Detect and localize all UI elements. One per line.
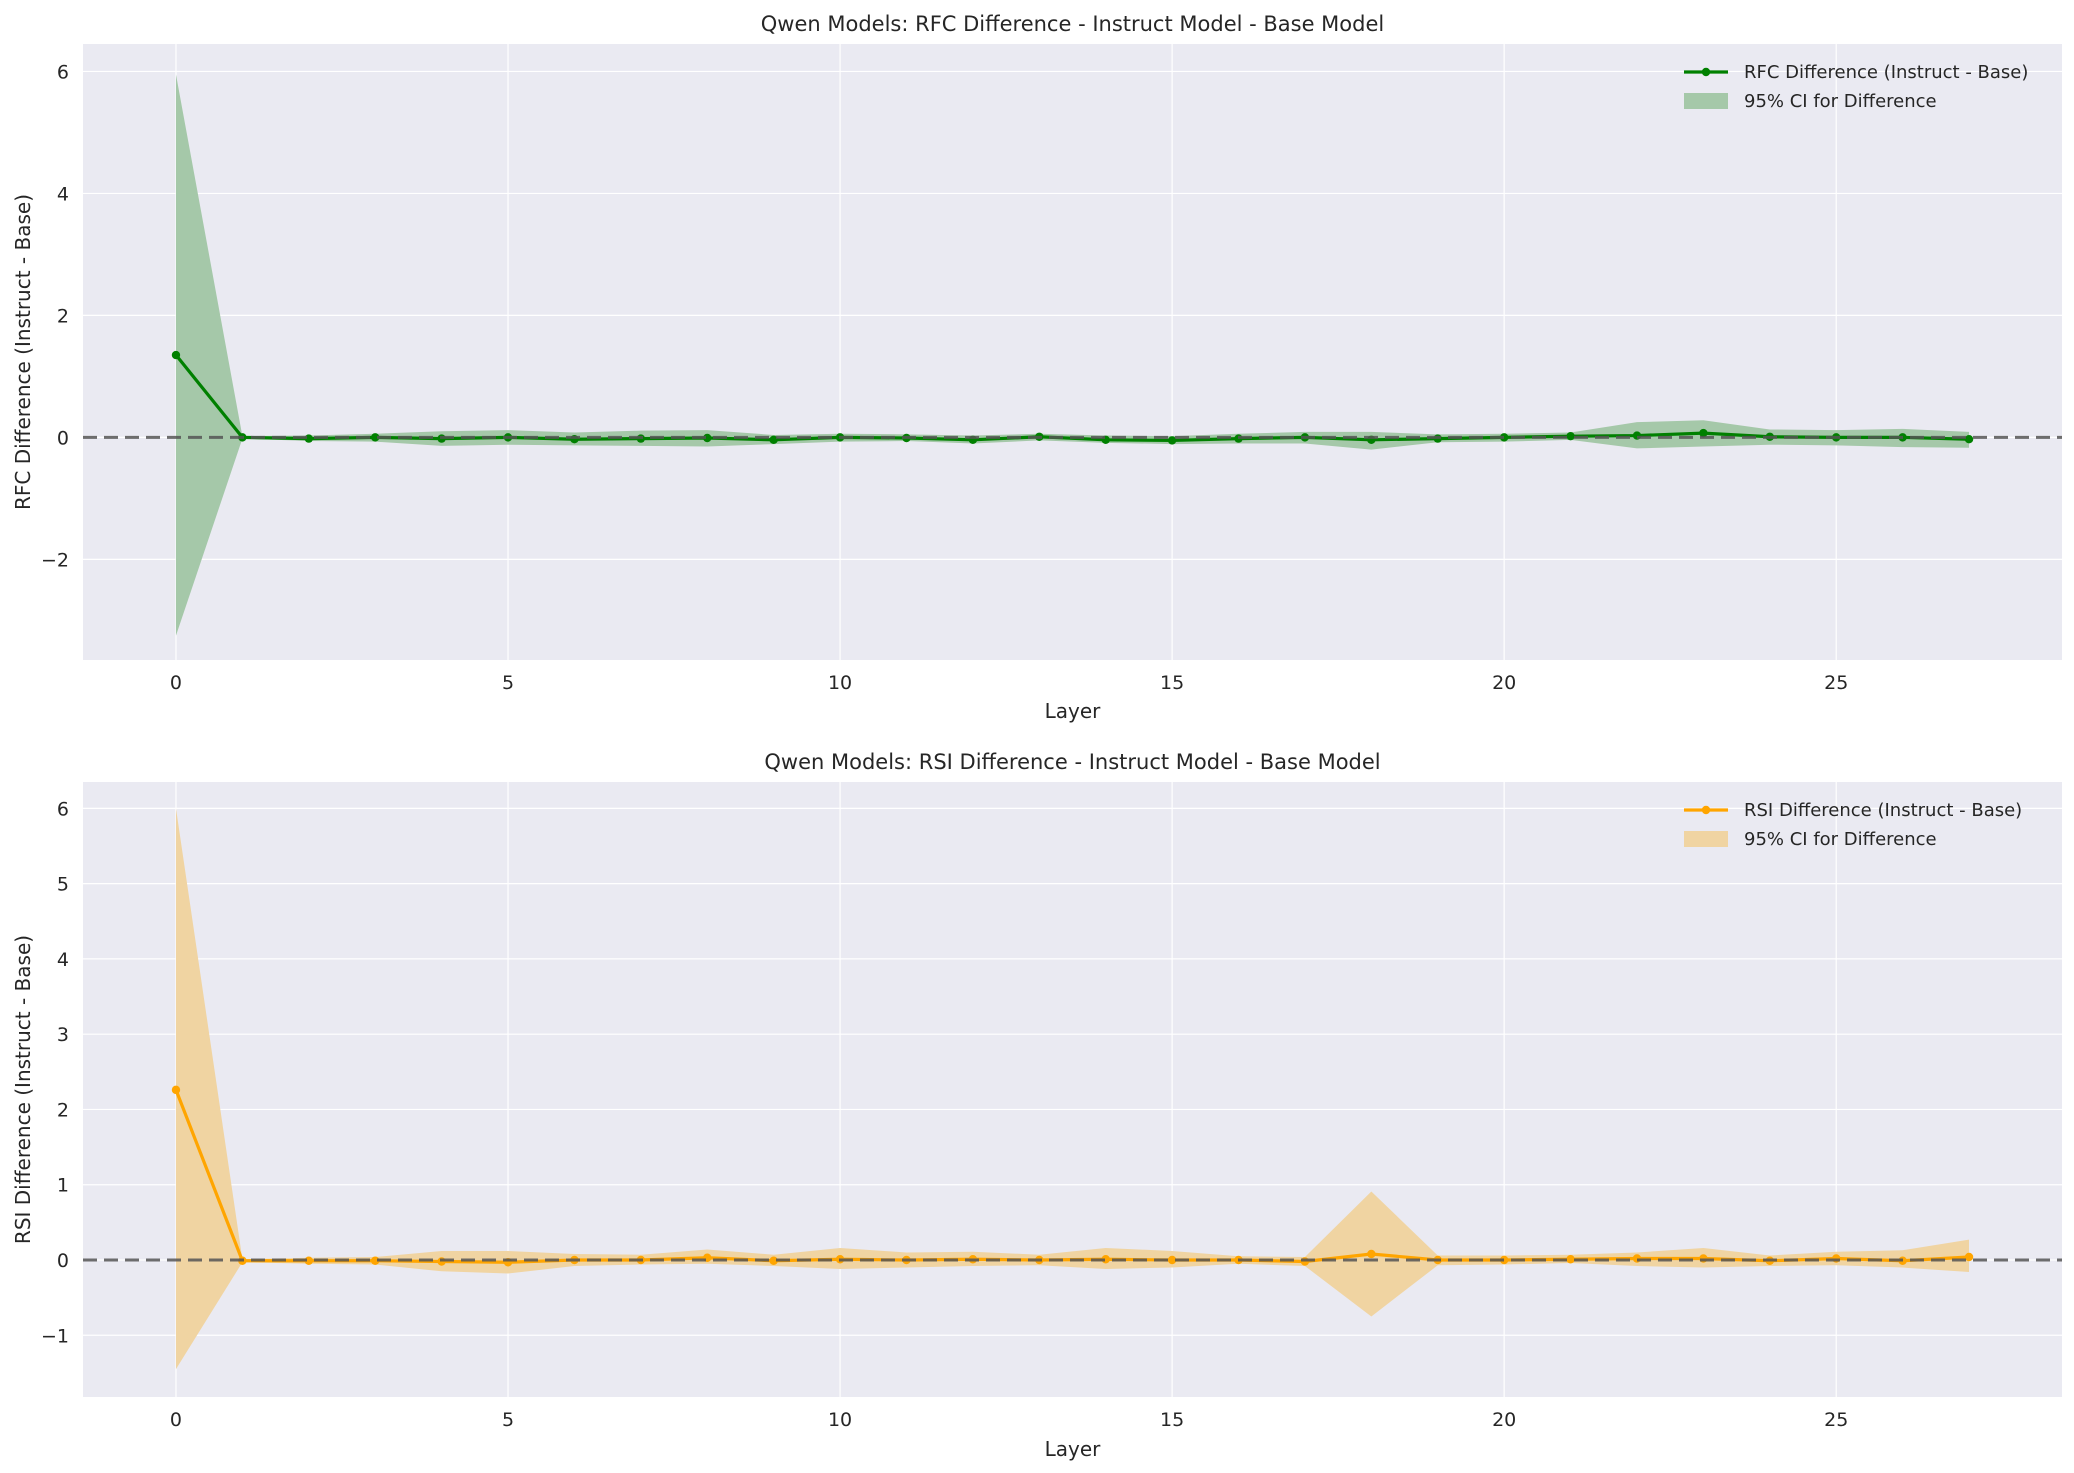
data-point <box>1964 1252 1974 1262</box>
data-point <box>1964 435 1974 444</box>
y-tick-label: 4 <box>57 949 69 971</box>
x-tick-label: 15 <box>1160 672 1184 694</box>
plot-area <box>83 44 2062 660</box>
data-point <box>1367 1249 1376 1259</box>
x-tick-label: 15 <box>1160 1409 1184 1431</box>
rfc-difference-chart: 0 5 10 15 20 25 −2 0 2 4 6 Qwen Models: RFC Differe… <box>11 12 2062 723</box>
y-tick-label: 3 <box>57 1024 69 1046</box>
y-tick-label: 6 <box>57 61 69 83</box>
x-tick-label: 0 <box>170 1409 182 1431</box>
legend-label: 95% CI for Difference <box>1744 91 1937 112</box>
data-point <box>1566 431 1575 441</box>
y-tick-label: 2 <box>57 305 69 327</box>
data-point <box>769 1256 778 1265</box>
legend-marker <box>1701 67 1711 77</box>
data-point <box>171 1085 181 1095</box>
x-tick-label: 10 <box>828 1409 852 1431</box>
plot-area <box>83 782 2062 1397</box>
x-tick-label: 20 <box>1492 672 1516 694</box>
data-point <box>1499 433 1509 442</box>
y-tick-label: 6 <box>57 798 69 820</box>
legend-label: 95% CI for Difference <box>1744 829 1937 850</box>
y-tick-label: 5 <box>57 874 69 896</box>
y-axis-label: RSI Difference (Instruct - Base) <box>11 935 35 1244</box>
data-point <box>769 435 778 445</box>
x-tick-label: 25 <box>1824 1409 1848 1431</box>
x-tick-label: 20 <box>1492 1409 1516 1431</box>
x-axis-label: Layer <box>1045 1437 1102 1461</box>
legend: RFC Difference (Instruct - Base) 95% CI f… <box>1684 62 2028 112</box>
data-point <box>371 433 380 442</box>
y-tick-label: 1 <box>57 1175 69 1197</box>
y-tick-label: −1 <box>41 1325 69 1347</box>
rsi-difference-chart: 0 5 10 15 20 25 −1 0 1 2 3 4 5 6 Qwen Models: RSI Diff… <box>11 750 2062 1461</box>
y-tick-label: 0 <box>57 427 69 449</box>
chart-title: Qwen Models: RSI Difference - Instruct M… <box>764 750 1380 774</box>
legend-label: RFC Difference (Instruct - Base) <box>1744 62 2028 83</box>
data-point <box>1167 436 1177 445</box>
legend-band-swatch <box>1684 93 1728 109</box>
data-point <box>1566 1255 1575 1264</box>
data-point <box>1699 428 1708 438</box>
chart-title: Qwen Models: RFC Difference - Instruct M… <box>761 12 1384 36</box>
legend-label: RSI Difference (Instruct - Base) <box>1744 800 2022 821</box>
x-tick-label: 5 <box>502 672 514 694</box>
x-tick-label: 0 <box>170 672 182 694</box>
y-tick-label: 4 <box>57 183 69 205</box>
y-axis-label: RFC Difference (Instruct - Base) <box>11 194 35 510</box>
y-tick-label: −2 <box>41 549 69 571</box>
y-tick-label: 2 <box>57 1099 69 1121</box>
ci-band <box>175 808 1970 1370</box>
legend-marker <box>1701 805 1711 815</box>
data-point <box>1167 1255 1177 1265</box>
data-point <box>171 350 181 360</box>
legend-band-swatch <box>1684 831 1728 847</box>
data-point <box>1499 1255 1509 1265</box>
legend: RSI Difference (Instruct - Base) 95% CI f… <box>1684 800 2022 850</box>
x-tick-label: 25 <box>1824 672 1848 694</box>
x-tick-label: 10 <box>828 672 852 694</box>
x-tick-label: 5 <box>502 1409 514 1431</box>
y-tick-label: 0 <box>57 1250 69 1272</box>
x-axis-label: Layer <box>1045 699 1102 723</box>
